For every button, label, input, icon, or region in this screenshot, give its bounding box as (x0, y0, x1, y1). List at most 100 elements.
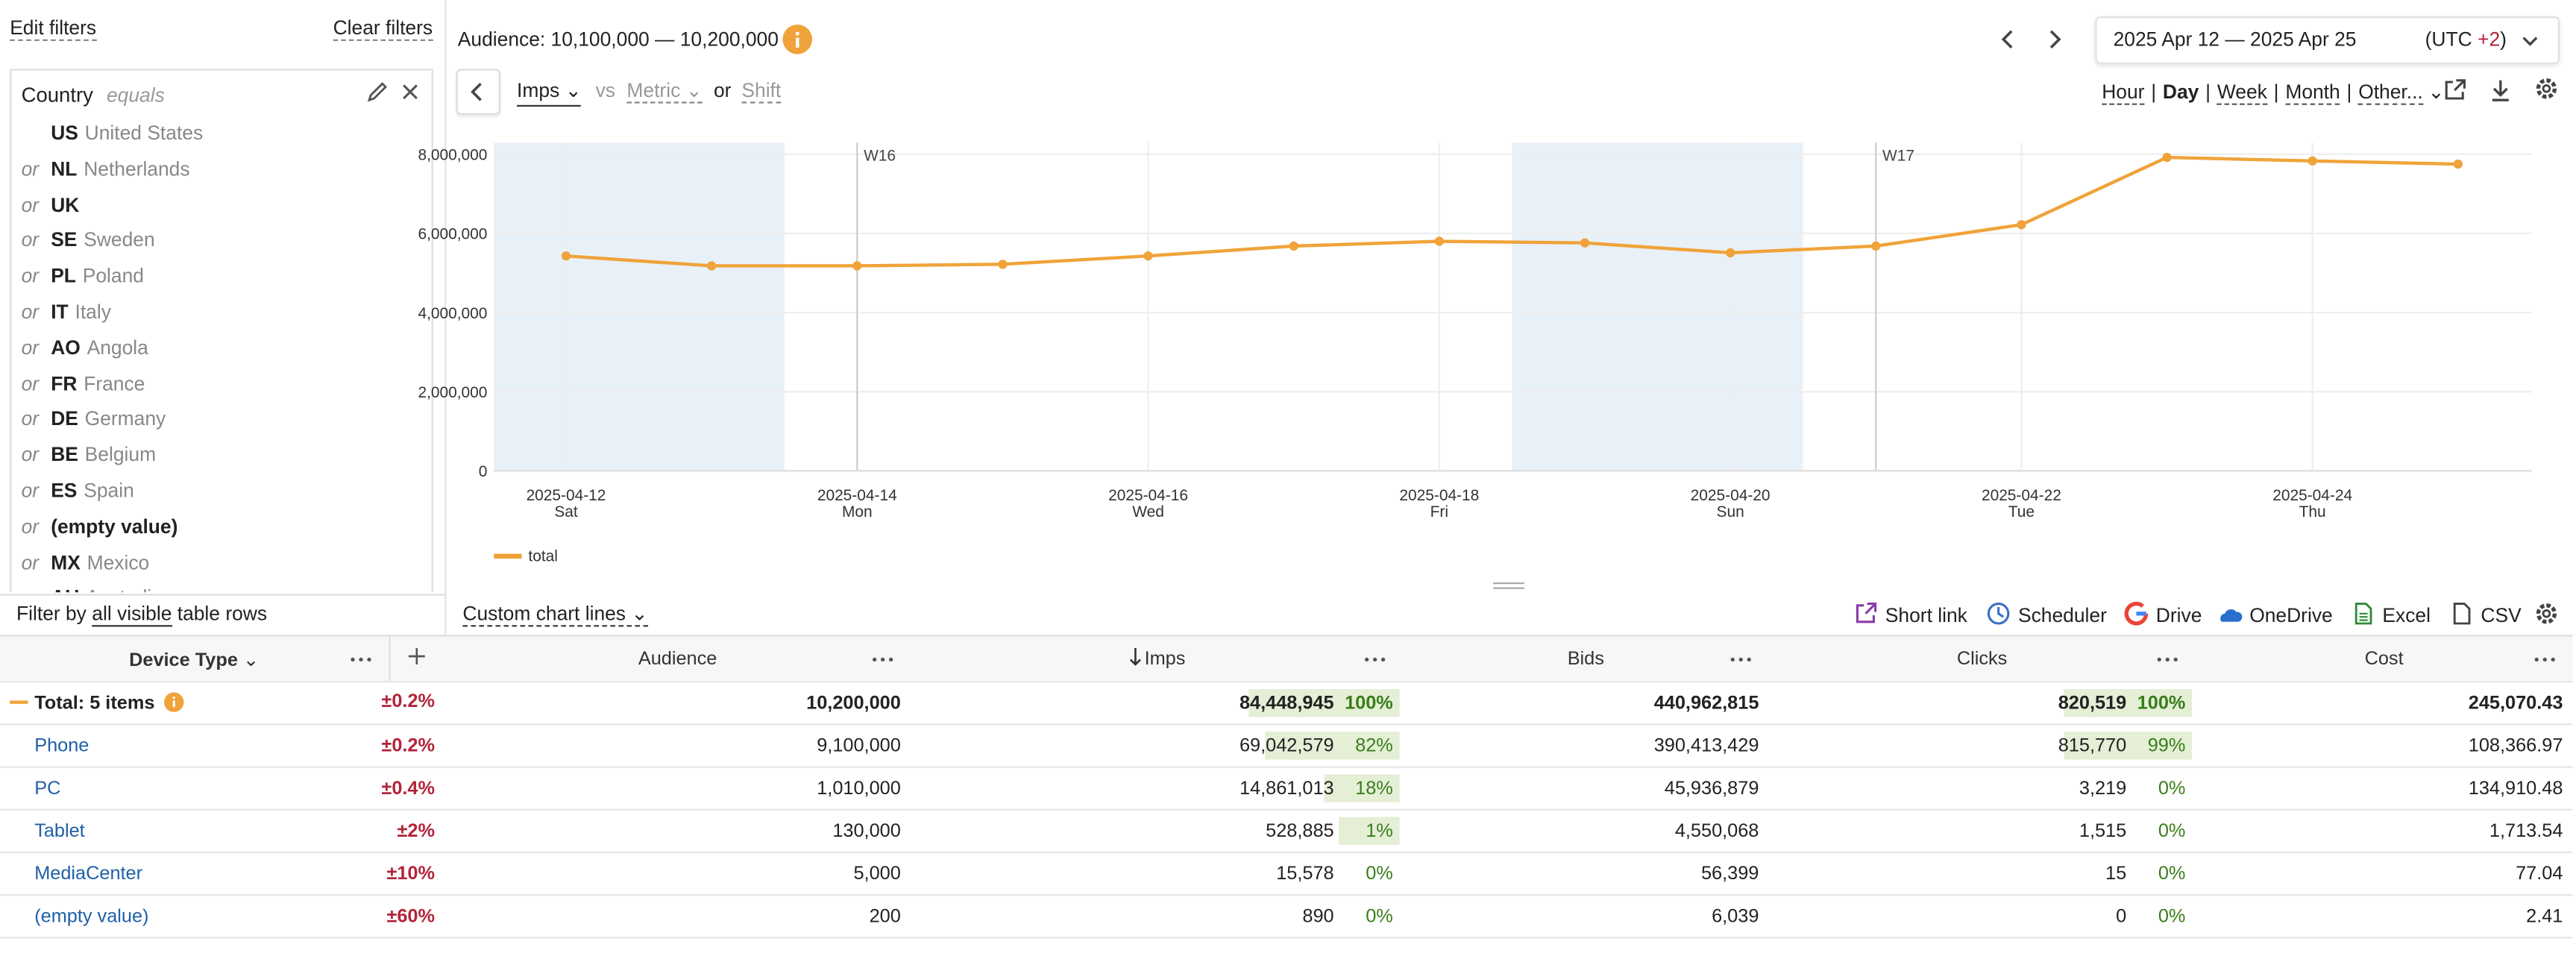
column-header[interactable]: Bids (1403, 635, 1769, 683)
info-icon[interactable] (782, 25, 812, 54)
action[interactable]: Scheduler (1985, 600, 2107, 626)
action-label: CSV (2481, 603, 2522, 627)
clicks-cell: 820,519 100% (1768, 682, 2196, 726)
cell-value: 84,448,945 (1239, 693, 1334, 713)
cost-cell: 2.41 (2195, 895, 2573, 939)
granularity-option[interactable]: Day (2162, 80, 2199, 104)
separator: | (2273, 80, 2279, 104)
next-period[interactable] (2043, 28, 2066, 51)
granularity-option[interactable]: Month (2285, 80, 2340, 105)
collapse-button[interactable] (456, 69, 500, 115)
column-header[interactable]: Audience (444, 635, 911, 683)
value-name: Germany (84, 407, 166, 431)
point (1725, 248, 1735, 258)
value-code: BE (51, 443, 78, 467)
column-title: Device Type (129, 650, 238, 670)
filter-value: or UK (22, 188, 87, 221)
cell-value: 815,770 (2058, 735, 2127, 756)
table-row: PC ±0.4% 1,010,000 14,861,013 18% 45,936,879 3… (0, 767, 2573, 811)
x-tick-label: 2025-04-12 (527, 487, 606, 504)
weekend-band (638, 142, 785, 471)
divider (444, 0, 447, 635)
imps-cell: 890 0% (911, 895, 1403, 939)
edit-icon[interactable] (366, 81, 389, 104)
device-name[interactable]: PC (34, 778, 61, 799)
connector: or (21, 228, 40, 252)
point (1289, 241, 1298, 251)
open-external[interactable] (2442, 77, 2468, 103)
cost-cell: 1,713.54 (2195, 809, 2573, 854)
bids-cell: 4,550,068 (1403, 809, 1769, 854)
device-name[interactable]: Phone (34, 735, 89, 756)
value-code: ES (51, 479, 78, 503)
add-column[interactable] (388, 635, 445, 683)
column-header[interactable]: Clicks (1768, 635, 2196, 683)
divider (0, 594, 445, 596)
value-name: Australia (86, 586, 163, 592)
x-tick-label: 2025-04-24 (2272, 487, 2352, 504)
vs: vs (595, 78, 615, 102)
edit-filters[interactable]: Edit filters (10, 16, 97, 41)
filter-value: or (empty value) (22, 510, 185, 543)
device-name[interactable]: MediaCenter (34, 864, 143, 884)
date-picker[interactable]: 2025 Apr 12 — 2025 Apr 25 (UTC +2) (2095, 16, 2560, 64)
cell-value: 528,885 (1266, 821, 1334, 841)
cost-cell: 108,366.97 (2195, 724, 2573, 768)
error-margin: ±0.2% (381, 692, 435, 712)
filter-value: or AO Angola (22, 331, 148, 364)
audience-range: Audience: 10,100,000 — 10,200,000 (457, 28, 779, 51)
filter-operator: equals (107, 84, 165, 107)
audience-cell: 9,100,000 (444, 724, 911, 768)
resize-handle[interactable] (1493, 582, 1524, 585)
bids-cell: 56,399 (1403, 852, 1769, 896)
action[interactable]: CSV (2448, 600, 2522, 627)
connector: or (21, 407, 40, 431)
action[interactable]: Excel (2349, 600, 2431, 626)
shift[interactable]: Shift (741, 79, 782, 104)
remove-icon[interactable] (399, 81, 422, 104)
column-header[interactable]: Imps (911, 635, 1403, 683)
weekend-band (1512, 142, 1658, 471)
error-margin: ±10% (386, 864, 435, 884)
point (852, 261, 862, 271)
value-code: IT (51, 300, 69, 324)
action-label: Excel (2382, 603, 2431, 627)
filter-value: orAU Australia (22, 582, 163, 592)
custom-lines[interactable]: Custom chart lines ⌄ (462, 602, 648, 627)
device-name[interactable]: (empty value) (34, 906, 149, 926)
filter-value: or IT Italy (22, 295, 111, 328)
filter-by-scope[interactable]: all visible (92, 602, 172, 627)
clear-filters[interactable]: Clear filters (333, 16, 433, 41)
x-tick-label: 2025-04-14 (817, 487, 897, 504)
cell-value: 3,219 (2079, 778, 2127, 799)
audience-cell: 200 (444, 895, 911, 939)
column-header[interactable]: Cost (2195, 635, 2573, 683)
metric: Imps (517, 78, 560, 102)
legend-label: total (528, 547, 557, 565)
compare-select[interactable]: Metric ⌄ (626, 79, 703, 104)
x-tick-weekday: Sun (1717, 503, 1744, 521)
imps-cell: 15,578 0% (911, 852, 1403, 896)
separator: | (2346, 80, 2352, 104)
action[interactable]: Drive (2123, 600, 2202, 626)
action-icon (2220, 609, 2243, 622)
table-row: MediaCenter ±10% 5,000 15,578 0% 56,399 15 0% 77… (0, 852, 2573, 896)
action[interactable]: OneDrive (2217, 600, 2333, 626)
settings[interactable] (2533, 75, 2560, 101)
clicks-cell: 815,770 99% (1768, 724, 2196, 768)
cost-cell: 245,070.43 (2195, 682, 2573, 726)
granularity-option[interactable]: Hour (2102, 80, 2145, 105)
table-settings[interactable] (2533, 600, 2560, 626)
download[interactable] (2487, 77, 2513, 103)
separator: | (2205, 80, 2211, 104)
column-header[interactable]: Device Type ⌄ (0, 635, 389, 683)
granularity-option[interactable]: Week (2217, 80, 2267, 105)
metric-select[interactable]: Imps ⌄ (517, 79, 582, 107)
cell-value: 1,515 (2079, 821, 2127, 841)
y-tick-label: 6,000,000 (418, 226, 487, 243)
granularity-option[interactable]: Other... (2358, 80, 2423, 105)
prev-period[interactable] (1997, 28, 2020, 51)
device-name[interactable]: Tablet (34, 821, 85, 841)
action[interactable]: Short link (1853, 600, 1967, 626)
